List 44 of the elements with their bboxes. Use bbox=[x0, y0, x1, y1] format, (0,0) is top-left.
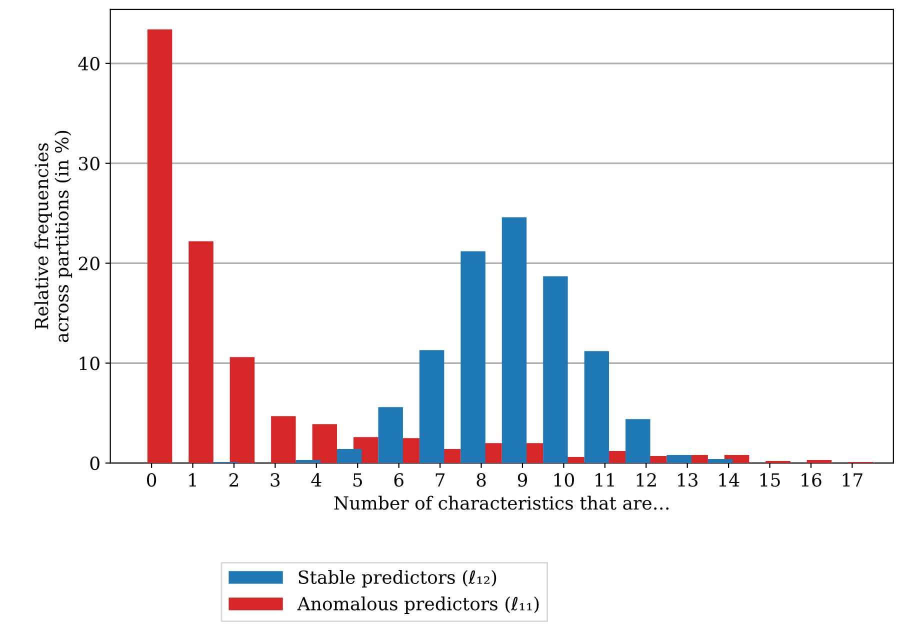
x-tick-label: 2 bbox=[229, 473, 238, 486]
x-tick-label: 7 bbox=[436, 473, 444, 486]
bar bbox=[188, 241, 214, 464]
x-tick-label: 4 bbox=[311, 473, 322, 486]
x-tick-label: 14 bbox=[719, 473, 740, 486]
bar bbox=[708, 459, 733, 464]
bar bbox=[296, 460, 321, 464]
y-tick-label: 40 bbox=[78, 56, 100, 71]
legend-label: Anomalous predictors (ℓ₁₁) bbox=[297, 596, 539, 614]
x-tick-label: 6 bbox=[394, 473, 404, 487]
bar bbox=[502, 217, 527, 464]
y-tick-label: 30 bbox=[79, 156, 100, 170]
bar bbox=[230, 357, 255, 464]
bar bbox=[419, 350, 444, 464]
x-axis-title: Number of characteristics that are… bbox=[334, 496, 669, 510]
x-tick-label: 5 bbox=[353, 473, 362, 487]
bar bbox=[584, 351, 610, 464]
x-tick-label: 12 bbox=[636, 473, 656, 486]
x-tick-label: 1 bbox=[189, 473, 196, 486]
x-tick-label: 10 bbox=[554, 473, 574, 487]
bar bbox=[378, 407, 403, 464]
bar bbox=[626, 419, 650, 464]
bar bbox=[543, 276, 568, 464]
x-tick-label: 3 bbox=[270, 473, 280, 487]
x-tick-label: 17 bbox=[842, 473, 862, 486]
bar bbox=[312, 424, 338, 464]
x-tick-label: 16 bbox=[802, 473, 822, 487]
bar bbox=[337, 449, 362, 464]
x-tick-label: 13 bbox=[678, 473, 698, 487]
x-tick-label: 8 bbox=[476, 473, 486, 487]
y-tick-label: 10 bbox=[80, 356, 100, 370]
y-tick-label: 0 bbox=[90, 456, 100, 470]
bar bbox=[666, 455, 692, 464]
x-tick-label: 15 bbox=[760, 473, 780, 487]
x-tick-label: 11 bbox=[596, 473, 614, 486]
y-tick-label: 20 bbox=[78, 256, 100, 270]
bar bbox=[271, 416, 296, 464]
bar bbox=[460, 251, 486, 464]
x-tick-label: 0 bbox=[146, 473, 156, 487]
bar bbox=[147, 29, 172, 464]
x-tick-label: 9 bbox=[518, 473, 528, 487]
y-axis-title: Relative frequencies across partitions (in %) bbox=[34, 130, 72, 342]
bar bbox=[806, 460, 832, 464]
legend-label: Stable predictors (ℓ₁₂) bbox=[298, 570, 496, 588]
